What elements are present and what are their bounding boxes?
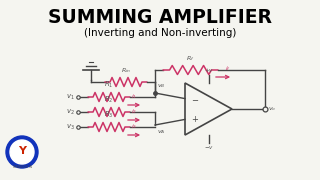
Circle shape — [6, 136, 38, 168]
Text: $i_1$: $i_1$ — [131, 92, 137, 101]
Text: $R_1$: $R_1$ — [104, 80, 114, 90]
Text: $i_3$: $i_3$ — [131, 122, 137, 131]
Text: $+$: $+$ — [191, 114, 199, 124]
Text: $-v$: $-v$ — [204, 144, 213, 151]
Text: $i_2$: $i_2$ — [131, 107, 137, 116]
Text: $-$: $-$ — [191, 94, 199, 103]
Text: $R_2$: $R_2$ — [104, 95, 114, 105]
Text: (Inverting and Non-inverting): (Inverting and Non-inverting) — [84, 28, 236, 38]
Text: $v_1$: $v_1$ — [66, 92, 75, 102]
Text: $i_f$: $i_f$ — [225, 64, 231, 73]
Text: $R_3$: $R_3$ — [104, 110, 114, 120]
Text: $+v$: $+v$ — [204, 66, 213, 74]
Text: $v_3$: $v_3$ — [66, 122, 75, 132]
Text: Y: Y — [18, 146, 26, 156]
Text: GENOLOGY IN: GENOLOGY IN — [12, 165, 31, 169]
Text: $v_A$: $v_A$ — [157, 128, 165, 136]
Circle shape — [10, 140, 34, 164]
Text: $v_o$: $v_o$ — [268, 105, 276, 113]
Text: $v_B$: $v_B$ — [157, 82, 165, 90]
Text: $R_{in}$: $R_{in}$ — [121, 66, 131, 75]
Text: $R_f$: $R_f$ — [186, 54, 195, 63]
Text: $v_2$: $v_2$ — [66, 107, 75, 117]
Text: SUMMING AMPLIFIER: SUMMING AMPLIFIER — [48, 8, 272, 27]
